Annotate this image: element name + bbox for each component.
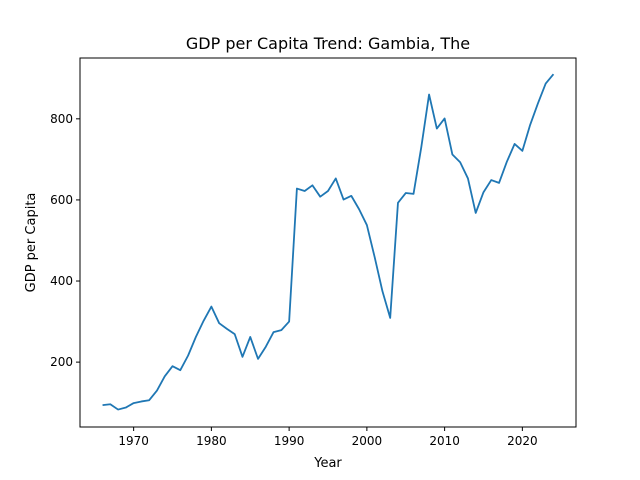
x-axis: 1970 1980 1990 2000 2010 2020 — [118, 427, 538, 448]
x-tick-label: 1970 — [118, 434, 149, 448]
plot-area — [102, 73, 555, 411]
y-axis-label: GDP per Capita — [24, 193, 39, 293]
plot-frame — [79, 57, 577, 428]
x-tick-label: 2020 — [507, 434, 538, 448]
x-axis-label: Year — [313, 456, 342, 471]
y-tick-label: 200 — [50, 355, 73, 369]
x-tick-label: 1980 — [196, 434, 227, 448]
x-tick-label: 1990 — [274, 434, 305, 448]
y-tick-label: 800 — [50, 112, 73, 126]
y-tick-label: 600 — [50, 193, 73, 207]
y-axis: 200 400 600 800 — [50, 112, 80, 369]
series-line-0 — [102, 73, 555, 411]
y-tick-label: 400 — [50, 274, 73, 288]
chart-title: GDP per Capita Trend: Gambia, The — [186, 34, 470, 53]
x-tick-label: 2000 — [352, 434, 383, 448]
x-tick-label: 2010 — [429, 434, 460, 448]
